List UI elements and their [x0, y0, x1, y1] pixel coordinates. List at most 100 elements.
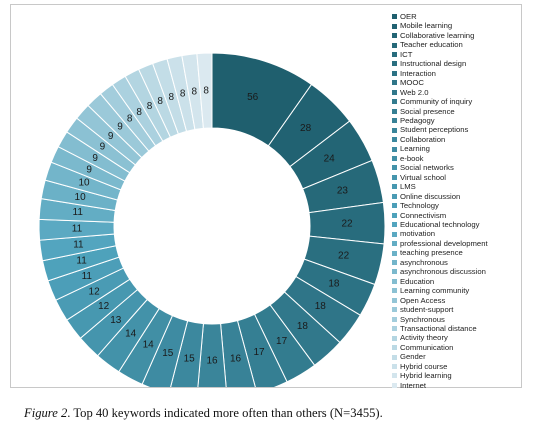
slice-internet — [196, 52, 213, 129]
legend-label: OER — [400, 12, 417, 21]
legend-item: Social networks — [392, 163, 520, 172]
legend-item: Hybrid learning — [392, 371, 520, 380]
legend-item: Transactional distance — [392, 324, 520, 333]
legend-swatch — [392, 137, 397, 143]
caption-text: . Top 40 keywords indicated more often t… — [67, 406, 383, 420]
legend-swatch — [392, 33, 397, 39]
legend-swatch — [392, 118, 397, 124]
legend-item: Technology — [392, 201, 520, 210]
legend-item: Internet — [392, 381, 520, 390]
legend-label: LMS — [400, 182, 416, 192]
legend-item: Pedagogy — [392, 116, 520, 125]
legend-swatch — [392, 260, 397, 265]
legend-swatch — [392, 193, 397, 199]
legend-swatch — [392, 269, 397, 275]
slice-value-label: 23 — [337, 185, 349, 196]
legend-label: Learning community — [400, 286, 470, 296]
legend-item: professional development — [392, 239, 520, 248]
legend-item: Social presence — [392, 107, 520, 116]
slice-value-label: 11 — [76, 256, 87, 267]
legend-swatch — [392, 89, 397, 95]
legend-item: Learning — [392, 144, 520, 153]
legend-item: Instructional design — [392, 59, 520, 68]
slice-value-label: 8 — [192, 87, 198, 98]
legend-label: Learning — [400, 144, 430, 154]
slice-value-label: 11 — [82, 271, 93, 282]
legend-label: Activity theory — [400, 333, 448, 343]
legend-label: asynchronous discussion — [400, 267, 486, 277]
legend-item: teaching presence — [392, 248, 520, 257]
legend-item: asynchronous — [392, 258, 520, 267]
legend-label: Virtual school — [400, 172, 447, 182]
legend-label: ICT — [400, 49, 413, 59]
slice-value-label: 16 — [230, 353, 242, 364]
legend-label: Gender — [400, 352, 426, 362]
slice-value-label: 9 — [92, 153, 98, 164]
legend-label: MOOC — [400, 78, 424, 88]
slice-value-label: 17 — [276, 336, 288, 347]
legend-item: asynchronous discussion — [392, 267, 520, 276]
legend-label: Transactional distance — [400, 323, 477, 333]
slice-value-label: 16 — [206, 356, 218, 367]
slice-value-label: 10 — [75, 192, 87, 203]
legend-swatch — [392, 23, 397, 29]
legend-swatch — [392, 335, 397, 341]
slice-value-label: 28 — [300, 123, 312, 134]
legend-label: student-support — [400, 305, 454, 315]
legend-item: Activity theory — [392, 333, 520, 342]
legend-item: motivation — [392, 229, 520, 238]
donut-chart: 5628242322221818181717161615151414131212… — [38, 52, 386, 387]
legend-item: Educational technology — [392, 220, 520, 229]
legend-swatch — [392, 184, 397, 190]
legend-label: Hybrid course — [400, 361, 448, 371]
slice-value-label: 18 — [297, 321, 309, 332]
legend-swatch — [392, 278, 397, 284]
slice-value-label: 11 — [72, 224, 83, 235]
legend-label: Synchronous — [400, 314, 445, 324]
slice-value-label: 9 — [117, 122, 123, 133]
legend-label: Internet — [400, 380, 427, 390]
legend-swatch — [392, 326, 397, 332]
legend-swatch — [392, 108, 397, 114]
legend: OER Mobile learning Collaborative learning… — [392, 12, 520, 390]
legend-label: teaching presence — [400, 248, 463, 258]
legend-swatch — [392, 70, 397, 76]
legend-swatch — [392, 345, 397, 351]
legend-swatch — [392, 373, 397, 379]
legend-swatch — [392, 174, 397, 180]
legend-swatch — [392, 99, 397, 105]
legend-swatch — [392, 61, 397, 67]
legend-swatch — [392, 203, 397, 209]
slice-value-label: 8 — [180, 89, 186, 100]
legend-label: Collaborative learning — [400, 30, 475, 40]
legend-item: Collaborative learning — [392, 31, 520, 40]
slice-value-label: 9 — [100, 142, 106, 153]
legend-item: OER — [392, 12, 520, 21]
slice-value-label: 12 — [98, 301, 110, 312]
legend-swatch — [392, 80, 397, 86]
slice-value-label: 22 — [341, 218, 353, 229]
legend-label: Open Access — [400, 295, 446, 305]
legend-item: Community of inquiry — [392, 97, 520, 106]
legend-swatch — [392, 231, 397, 237]
slice-value-label: 8 — [203, 86, 209, 97]
slice-value-label: 17 — [253, 347, 265, 358]
legend-swatch — [392, 14, 397, 20]
slice-value-label: 13 — [110, 315, 122, 326]
slice-value-label: 8 — [136, 107, 142, 118]
legend-label: Social networks — [400, 163, 454, 173]
legend-item: Gender — [392, 352, 520, 361]
legend-label: Student perceptions — [400, 125, 469, 135]
legend-label: Mobile learning — [400, 21, 453, 31]
legend-item: LMS — [392, 182, 520, 191]
slice-value-label: 14 — [125, 328, 137, 339]
legend-item: Communication — [392, 343, 520, 352]
legend-label: Pedagogy — [400, 115, 435, 125]
slice-value-label: 10 — [78, 178, 90, 189]
legend-label: Community of inquiry — [400, 97, 473, 107]
legend-swatch — [392, 165, 397, 171]
slice-value-label: 8 — [157, 96, 163, 107]
legend-item: e-book — [392, 154, 520, 163]
legend-label: Online discussion — [400, 191, 461, 201]
legend-label: Communication — [400, 342, 454, 352]
